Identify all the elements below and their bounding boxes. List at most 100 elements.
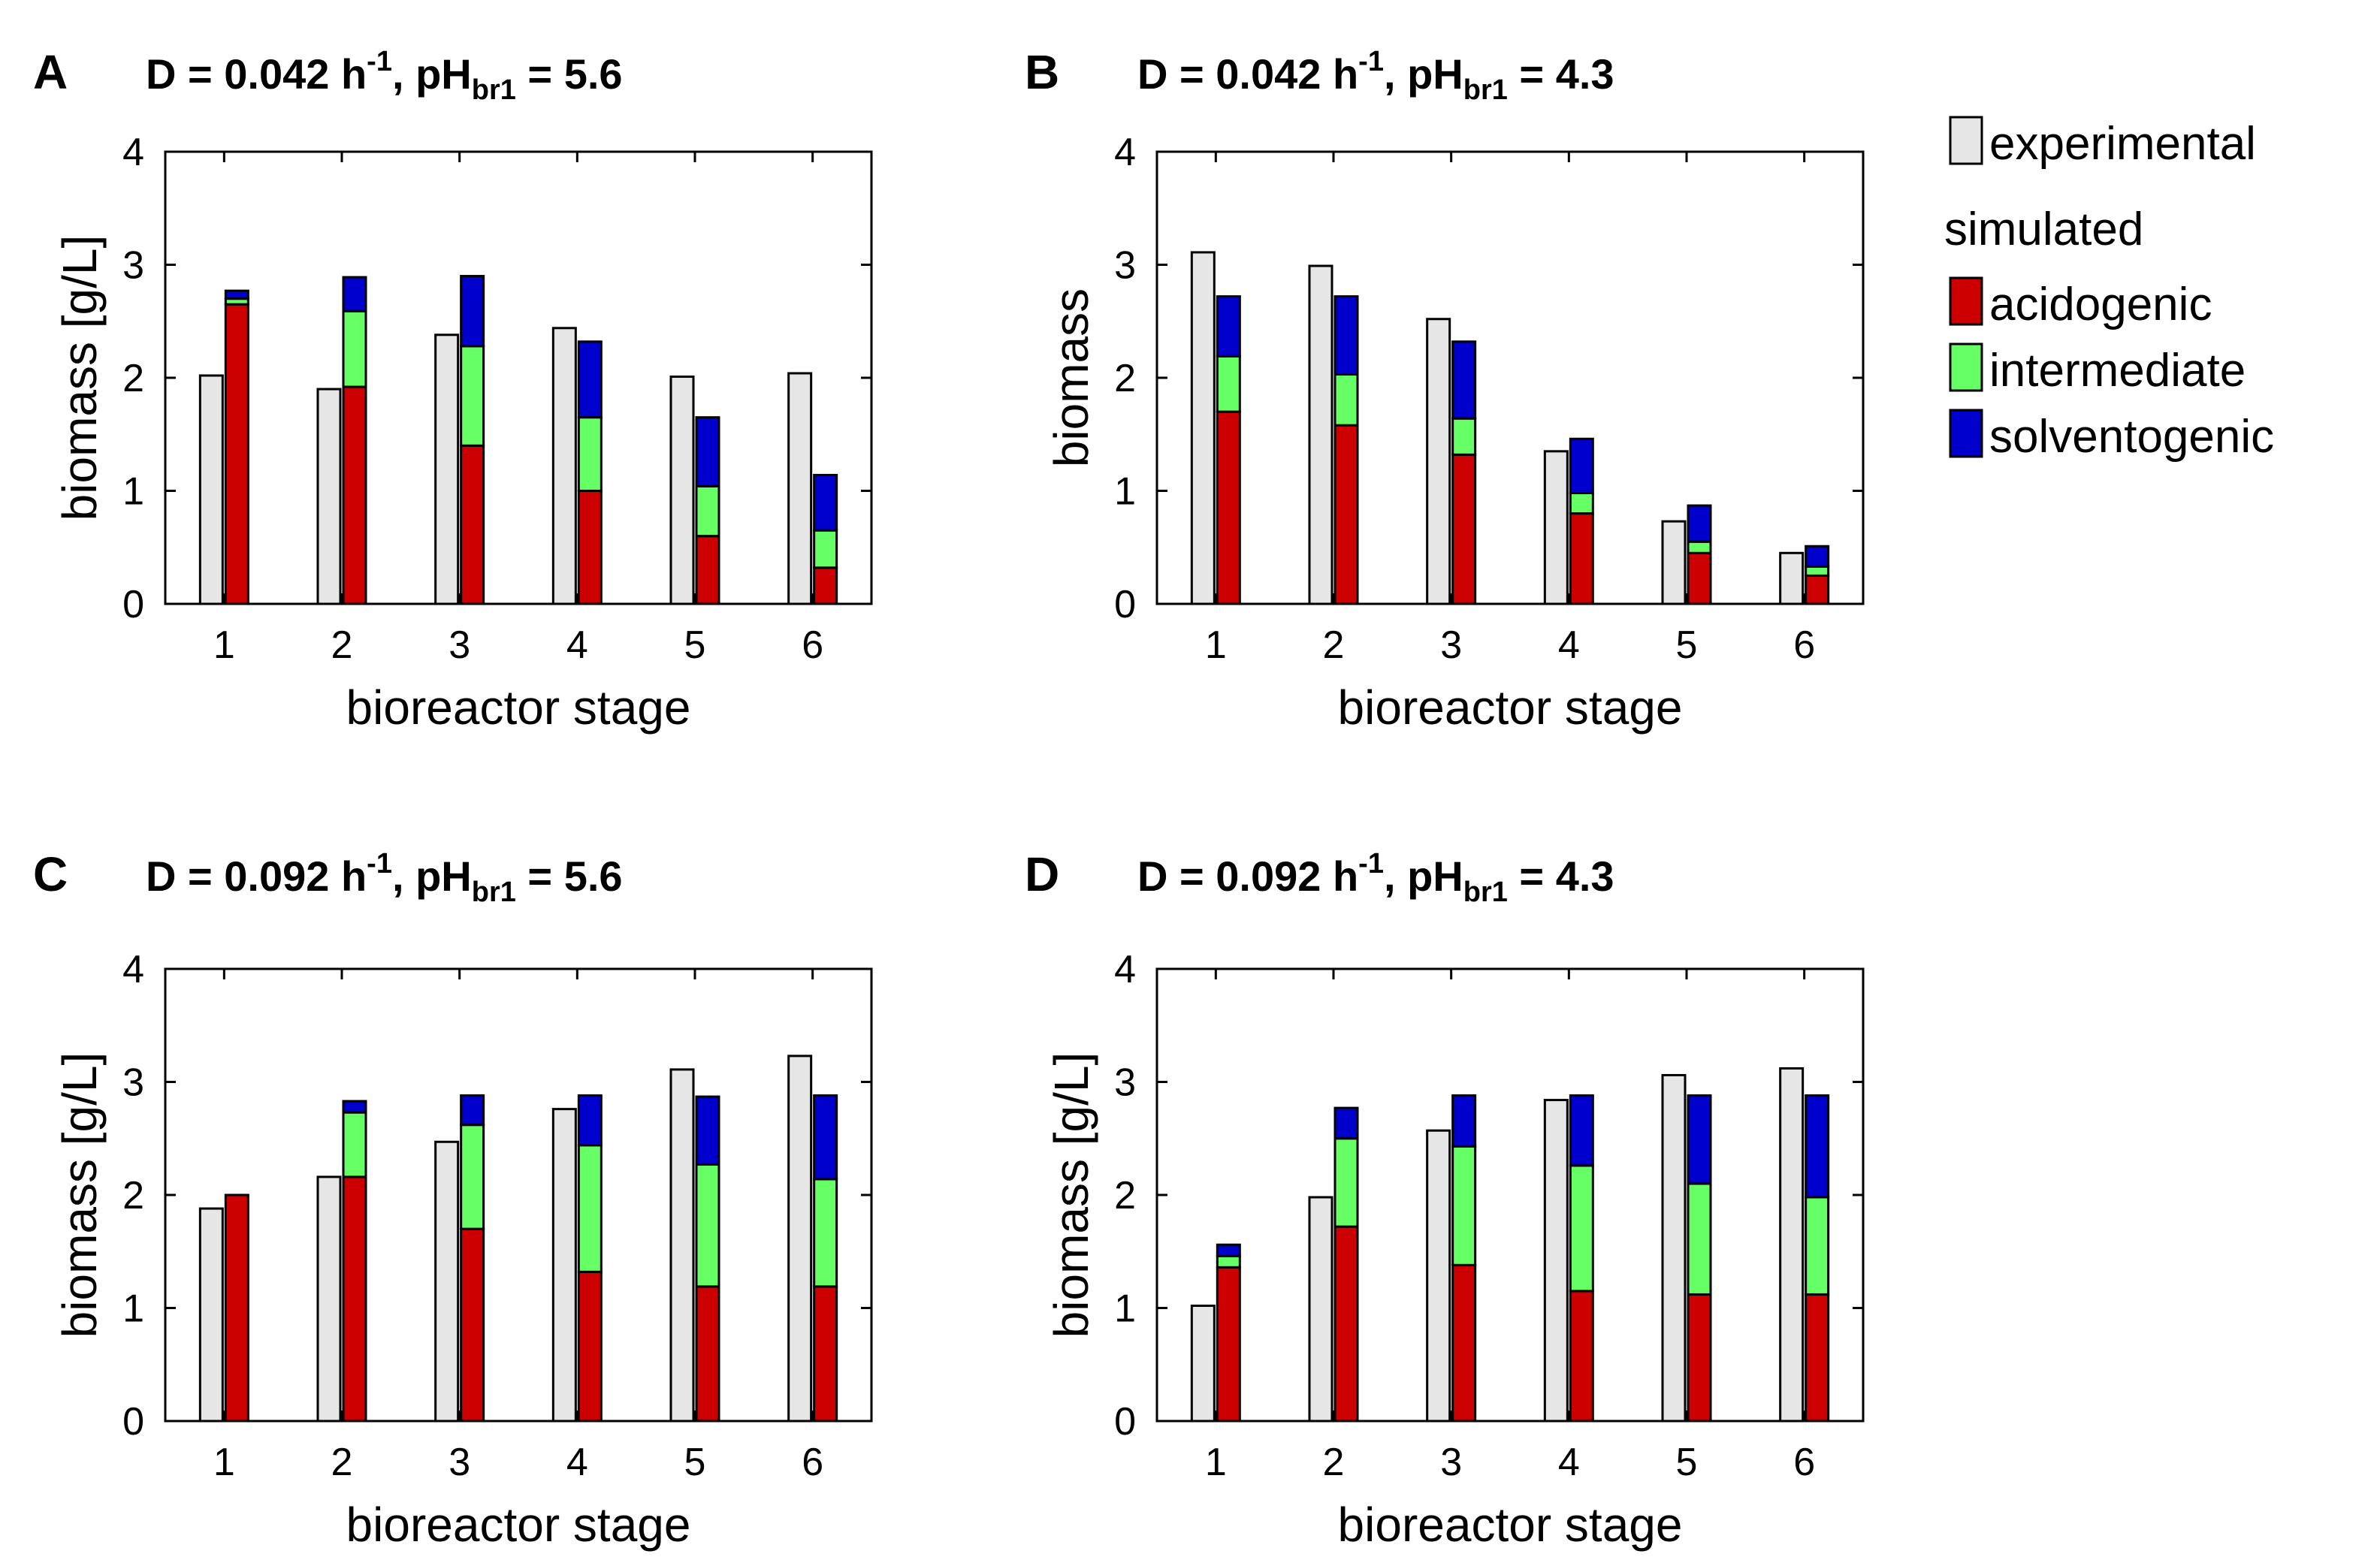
x-tick-label: 3 xyxy=(1440,1441,1462,1484)
x-axis-label: bioreactor stage xyxy=(346,680,691,735)
plot-frame xyxy=(164,150,873,605)
legend-label-solventogenic: solventogenic xyxy=(1989,411,2274,463)
bar-acidogenic xyxy=(460,444,485,605)
legend: experimental simulated acidogenic intermedi… xyxy=(1944,116,2274,463)
panel-a: A D = 0.042 h-1, pHbr1 = 5.6 0 1 2 3 4 1 2 3 4 5 6 bi… xyxy=(33,45,873,735)
bar-solventogenic xyxy=(342,276,367,312)
bar-experimental xyxy=(551,327,577,605)
x-tick-label: 5 xyxy=(1676,623,1698,667)
bar-solventogenic xyxy=(1216,1243,1241,1257)
y-tick-label: 4 xyxy=(122,131,144,174)
bar-intermediate xyxy=(342,309,367,388)
bar-experimental xyxy=(316,1175,342,1423)
y-tick-label: 1 xyxy=(1114,470,1136,514)
bar-intermediate xyxy=(1216,355,1241,413)
bar-acidogenic xyxy=(342,1175,367,1423)
y-tick-label: 4 xyxy=(1114,131,1136,174)
bar-acidogenic xyxy=(1216,1266,1241,1423)
bar-acidogenic xyxy=(460,1227,485,1423)
bar-acidogenic xyxy=(813,566,838,605)
bar-experimental xyxy=(551,1108,577,1423)
bar-acidogenic xyxy=(1805,1293,1830,1423)
y-tick-label: 2 xyxy=(1114,357,1136,400)
bar-acidogenic xyxy=(224,1193,249,1423)
bar-intermediate xyxy=(813,1178,838,1288)
bar-acidogenic xyxy=(1333,424,1359,605)
bar-intermediate xyxy=(813,529,838,569)
y-tick-label: 3 xyxy=(1114,1061,1136,1105)
legend-swatch-solventogenic xyxy=(1949,409,1983,458)
bar-experimental xyxy=(198,1207,224,1423)
x-tick-label: 5 xyxy=(684,623,706,667)
bar-experimental xyxy=(787,372,813,605)
panel-letter: B xyxy=(1025,45,1059,99)
bar-acidogenic xyxy=(577,490,603,605)
bar-experimental xyxy=(1543,450,1569,605)
legend-swatch-acidogenic xyxy=(1949,276,1983,326)
y-tick-label: 3 xyxy=(1114,244,1136,288)
legend-heading-simulated: simulated xyxy=(1944,204,2143,255)
y-tick-label: 4 xyxy=(122,948,144,991)
bar-experimental xyxy=(1308,1196,1333,1423)
bar-solventogenic xyxy=(813,1094,838,1181)
bar-experimental xyxy=(1543,1099,1569,1423)
bar-experimental xyxy=(1308,264,1333,605)
bar-acidogenic xyxy=(1569,1290,1594,1423)
y-tick-label: 1 xyxy=(1114,1287,1136,1331)
bar-experimental xyxy=(669,1068,695,1423)
x-tick-label: 1 xyxy=(213,1441,235,1484)
bar-solventogenic xyxy=(1687,504,1712,543)
bar-acidogenic xyxy=(1687,1293,1712,1423)
plot-frame xyxy=(1155,150,1865,605)
x-tick-label: 2 xyxy=(331,1441,353,1484)
x-tick-label: 4 xyxy=(566,1441,588,1484)
bar-solventogenic xyxy=(695,416,720,487)
bar-solventogenic xyxy=(695,1095,720,1166)
bar-solventogenic xyxy=(1333,1106,1359,1140)
y-tick-label: 0 xyxy=(122,1400,144,1444)
panel-title: D = 0.092 h-1, pHbr1 = 4.3 xyxy=(1137,848,1614,908)
y-axis-label: biomass xyxy=(1044,288,1098,467)
bar-intermediate xyxy=(1687,1182,1712,1296)
bar-solventogenic xyxy=(577,340,603,419)
y-tick-label: 3 xyxy=(122,1061,144,1105)
panel-b: B D = 0.042 h-1, pHbr1 = 4.3 0 1 2 3 4 1 2 3 4 5 6 bi… xyxy=(1025,45,1865,735)
y-axis-label: biomass [g/L] xyxy=(1044,1052,1098,1338)
x-tick-label: 6 xyxy=(1793,1441,1815,1484)
bar-experimental xyxy=(1779,551,1805,605)
panel-d: D D = 0.092 h-1, pHbr1 = 4.3 0 1 2 3 4 1 2 3 4 5 6 bi… xyxy=(1025,847,1865,1552)
y-tick-label: 0 xyxy=(1114,583,1136,626)
bar-intermediate xyxy=(577,1144,603,1273)
bar-solventogenic xyxy=(460,1094,485,1127)
y-tick-label: 2 xyxy=(1114,1174,1136,1217)
y-tick-label: 0 xyxy=(122,583,144,626)
bar-experimental xyxy=(434,333,460,605)
bar-solventogenic xyxy=(1333,295,1359,376)
x-tick-label: 3 xyxy=(449,623,470,667)
bar-experimental xyxy=(434,1140,460,1423)
bar-experimental xyxy=(1661,520,1687,605)
bar-solventogenic xyxy=(1569,1094,1594,1167)
bar-experimental xyxy=(198,374,224,605)
bar-intermediate xyxy=(695,1163,720,1288)
x-tick-label: 4 xyxy=(1558,623,1580,667)
bar-solventogenic xyxy=(577,1094,603,1147)
legend-label-experimental: experimental xyxy=(1989,118,2256,170)
bar-intermediate xyxy=(1333,1137,1359,1228)
bar-experimental xyxy=(1426,318,1451,605)
bar-intermediate xyxy=(1805,1196,1830,1296)
x-tick-label: 3 xyxy=(449,1441,470,1484)
x-tick-label: 3 xyxy=(1440,623,1462,667)
bar-solventogenic xyxy=(224,289,249,300)
x-tick-label: 1 xyxy=(1205,1441,1227,1484)
bar-intermediate xyxy=(1451,417,1477,456)
bar-acidogenic xyxy=(1569,512,1594,605)
bar-solventogenic xyxy=(460,275,485,348)
bar-acidogenic xyxy=(813,1285,838,1423)
bar-experimental xyxy=(316,388,342,605)
y-axis-label: biomass [g/L] xyxy=(53,235,107,521)
bar-intermediate xyxy=(1333,373,1359,427)
bar-acidogenic xyxy=(1451,453,1477,605)
bar-intermediate xyxy=(460,1124,485,1230)
bar-solventogenic xyxy=(1216,295,1241,358)
